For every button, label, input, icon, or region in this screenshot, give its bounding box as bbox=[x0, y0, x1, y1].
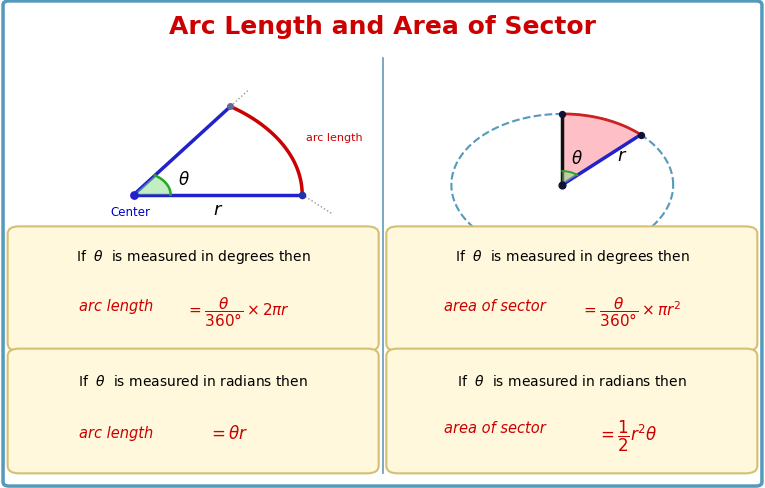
Text: $=\dfrac{1}{2}r^2\theta$: $=\dfrac{1}{2}r^2\theta$ bbox=[597, 418, 658, 453]
Text: $=\dfrac{\theta}{360°}\times 2\pi r$: $=\dfrac{\theta}{360°}\times 2\pi r$ bbox=[187, 294, 291, 328]
Text: area of sector: area of sector bbox=[444, 298, 546, 313]
Text: If  $\theta$  is measured in degrees then: If $\theta$ is measured in degrees then bbox=[454, 247, 689, 265]
FancyBboxPatch shape bbox=[386, 227, 757, 351]
Point bbox=[296, 191, 308, 199]
Wedge shape bbox=[562, 115, 641, 185]
Text: $\theta$: $\theta$ bbox=[178, 170, 190, 188]
Text: $=\dfrac{\theta}{360°}\times \pi r^2$: $=\dfrac{\theta}{360°}\times \pi r^2$ bbox=[581, 294, 681, 328]
Text: If  $\theta$  is measured in radians then: If $\theta$ is measured in radians then bbox=[457, 373, 687, 388]
Text: arc length: arc length bbox=[80, 298, 154, 313]
Text: Center: Center bbox=[110, 206, 150, 219]
Text: If  $\theta$  is measured in degrees then: If $\theta$ is measured in degrees then bbox=[76, 247, 311, 265]
Text: arc length: arc length bbox=[306, 133, 363, 143]
Text: $= \theta r$: $= \theta r$ bbox=[208, 424, 248, 442]
Point bbox=[128, 191, 140, 199]
Point bbox=[556, 111, 568, 119]
Polygon shape bbox=[562, 172, 578, 185]
Point bbox=[224, 103, 236, 111]
Point bbox=[556, 182, 568, 189]
Text: Arc Length and Area of Sector: Arc Length and Area of Sector bbox=[169, 15, 596, 39]
Text: $\theta$: $\theta$ bbox=[571, 149, 584, 167]
FancyBboxPatch shape bbox=[386, 349, 757, 473]
FancyBboxPatch shape bbox=[8, 227, 379, 351]
Text: arc length: arc length bbox=[80, 426, 154, 441]
Text: area of sector: area of sector bbox=[444, 420, 546, 435]
Point bbox=[635, 131, 647, 139]
FancyBboxPatch shape bbox=[3, 2, 762, 486]
Text: $r$: $r$ bbox=[213, 201, 223, 219]
Text: $r$: $r$ bbox=[617, 146, 627, 164]
Polygon shape bbox=[134, 176, 171, 195]
FancyBboxPatch shape bbox=[8, 349, 379, 473]
Text: If  $\theta$  is measured in radians then: If $\theta$ is measured in radians then bbox=[78, 373, 308, 388]
